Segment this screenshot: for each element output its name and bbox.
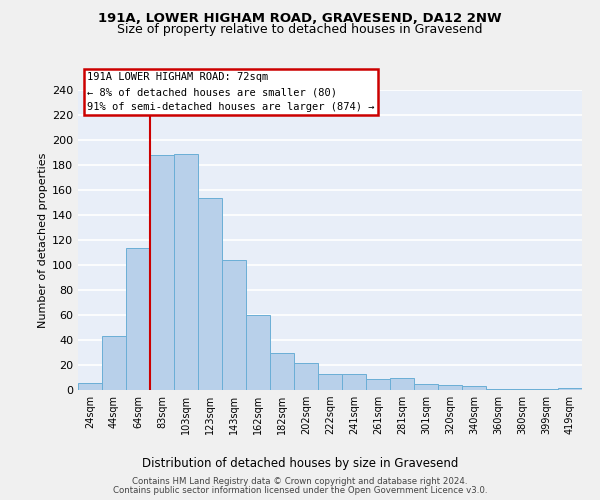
Bar bbox=[318, 374, 342, 390]
Bar bbox=[558, 388, 582, 390]
Bar bbox=[270, 352, 294, 390]
Bar bbox=[366, 379, 390, 390]
Bar bbox=[462, 386, 486, 390]
Bar bbox=[78, 382, 102, 390]
Bar bbox=[510, 389, 534, 390]
Bar bbox=[414, 384, 438, 390]
Bar bbox=[534, 389, 558, 390]
Bar bbox=[390, 378, 414, 390]
Text: Contains public sector information licensed under the Open Government Licence v3: Contains public sector information licen… bbox=[113, 486, 487, 495]
Bar bbox=[198, 198, 222, 390]
Y-axis label: Number of detached properties: Number of detached properties bbox=[38, 152, 48, 328]
Bar bbox=[294, 362, 318, 390]
Bar bbox=[438, 385, 462, 390]
Text: Distribution of detached houses by size in Gravesend: Distribution of detached houses by size … bbox=[142, 458, 458, 470]
Bar bbox=[102, 336, 126, 390]
Text: 191A, LOWER HIGHAM ROAD, GRAVESEND, DA12 2NW: 191A, LOWER HIGHAM ROAD, GRAVESEND, DA12… bbox=[98, 12, 502, 26]
Bar bbox=[246, 315, 270, 390]
Text: 191A LOWER HIGHAM ROAD: 72sqm
← 8% of detached houses are smaller (80)
91% of se: 191A LOWER HIGHAM ROAD: 72sqm ← 8% of de… bbox=[87, 72, 374, 112]
Bar bbox=[174, 154, 198, 390]
Text: Size of property relative to detached houses in Gravesend: Size of property relative to detached ho… bbox=[117, 24, 483, 36]
Bar bbox=[486, 389, 510, 390]
Text: Contains HM Land Registry data © Crown copyright and database right 2024.: Contains HM Land Registry data © Crown c… bbox=[132, 477, 468, 486]
Bar bbox=[150, 155, 174, 390]
Bar bbox=[126, 248, 150, 390]
Bar bbox=[342, 374, 366, 390]
Bar bbox=[222, 260, 246, 390]
